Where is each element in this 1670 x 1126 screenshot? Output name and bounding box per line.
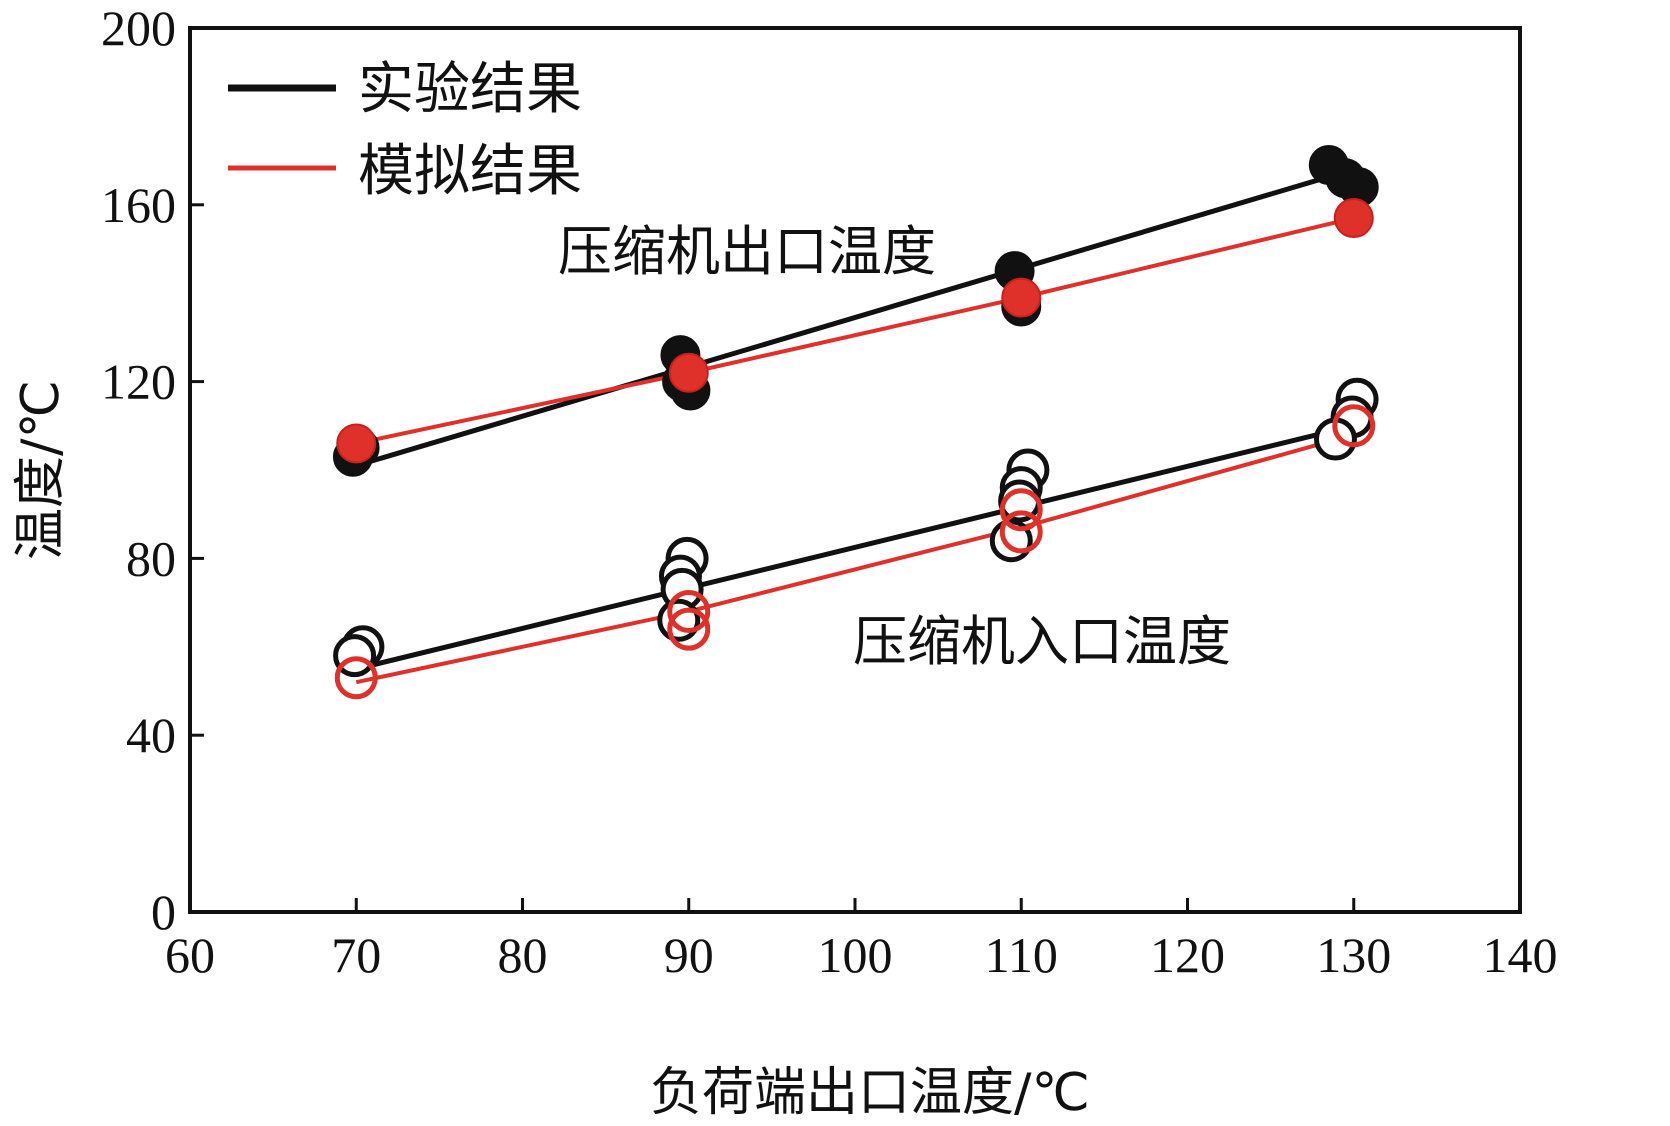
- x-tick-label: 130: [1316, 927, 1391, 983]
- legend-label-simulation: 模拟结果: [358, 139, 582, 204]
- data-point: [336, 423, 377, 464]
- y-axis-title: 温度/℃: [11, 380, 71, 560]
- legend: 实验结果 模拟结果: [228, 57, 582, 204]
- data-point: [1332, 404, 1376, 448]
- legend-label-experiment: 实验结果: [358, 57, 582, 122]
- x-tick-label: 60: [165, 927, 215, 983]
- x-axis-title: 负荷端出口温度/℃: [650, 1063, 1090, 1123]
- x-tick-label: 80: [498, 927, 548, 983]
- series-line: [355, 216, 1355, 446]
- tick-labels-layer: 60 70 80 90 100 110 120 130 140 0 40 80 120 160 200: [101, 0, 1558, 983]
- y-tick-label: 120: [101, 354, 176, 410]
- y-tick-label: 0: [151, 884, 176, 940]
- data-point: [668, 352, 709, 393]
- series-line: [355, 167, 1355, 468]
- plot-frame: [188, 26, 1522, 914]
- y-tick-label: 160: [101, 177, 176, 233]
- y-tick-label: 40: [126, 707, 176, 763]
- x-tick-label: 120: [1150, 927, 1225, 983]
- x-tick-label: 100: [818, 927, 893, 983]
- data-point: [334, 656, 378, 700]
- axis-ticks-layer: [188, 26, 1522, 914]
- data-point: [999, 488, 1043, 532]
- x-tick-label: 70: [331, 927, 381, 983]
- data-point: [999, 510, 1043, 554]
- data-point: [1333, 198, 1374, 239]
- series-line: [355, 423, 1355, 672]
- data-point: [1001, 277, 1042, 318]
- annotation-compressor-outlet: 压缩机出口温度: [558, 220, 936, 283]
- y-tick-label: 200: [101, 0, 176, 56]
- x-tick-label: 90: [664, 927, 714, 983]
- data-point: [667, 607, 711, 651]
- annotation-compressor-inlet: 压缩机入口温度: [853, 610, 1231, 673]
- x-tick-label: 140: [1483, 927, 1558, 983]
- series-line: [355, 432, 1355, 685]
- series-layer: [332, 145, 1379, 700]
- x-tick-label: 110: [985, 927, 1058, 983]
- data-point: [667, 589, 711, 633]
- y-tick-label: 80: [126, 530, 176, 586]
